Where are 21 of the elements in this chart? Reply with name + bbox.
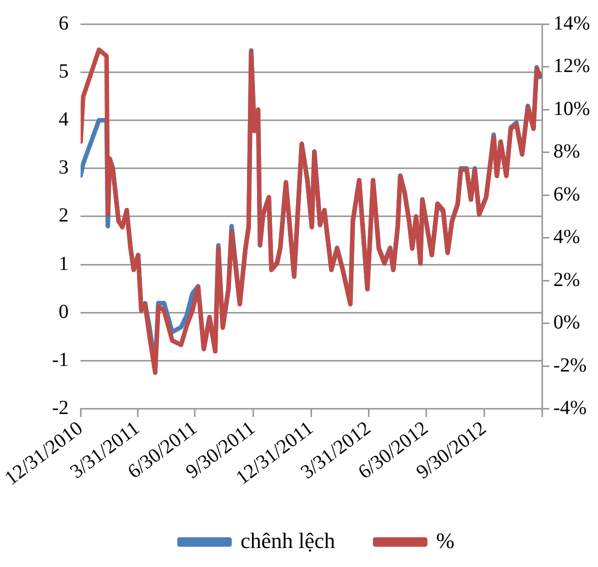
y2-tick-label: 4% <box>553 226 580 248</box>
y-tick-label: -1 <box>52 349 69 372</box>
y2-tick-label: 10% <box>553 98 590 120</box>
y2-tick-label: 12% <box>553 55 590 78</box>
y2-tick-label: 6% <box>553 183 580 206</box>
y2-tick-label: 2% <box>553 268 580 291</box>
legend-label: chênh lệch <box>240 528 336 553</box>
y-tick-label: 1 <box>58 252 69 275</box>
y2-tick-label: 0% <box>553 312 580 334</box>
y-tick-label: 3 <box>58 156 69 179</box>
y-tick-label: -2 <box>52 397 69 420</box>
y2-tick-label: -4% <box>553 397 587 420</box>
y-tick-label: 2 <box>58 204 69 227</box>
legend-label: % <box>436 528 454 553</box>
y2-tick-label: 14% <box>553 12 590 34</box>
y-tick-label: 5 <box>58 60 69 82</box>
y2-tick-label: -2% <box>553 354 587 376</box>
y2-tick-label: 8% <box>553 140 580 163</box>
y-tick-label: 6 <box>58 12 69 34</box>
y-tick-label: 4 <box>58 108 69 130</box>
y-tick-label: 0 <box>58 301 69 323</box>
